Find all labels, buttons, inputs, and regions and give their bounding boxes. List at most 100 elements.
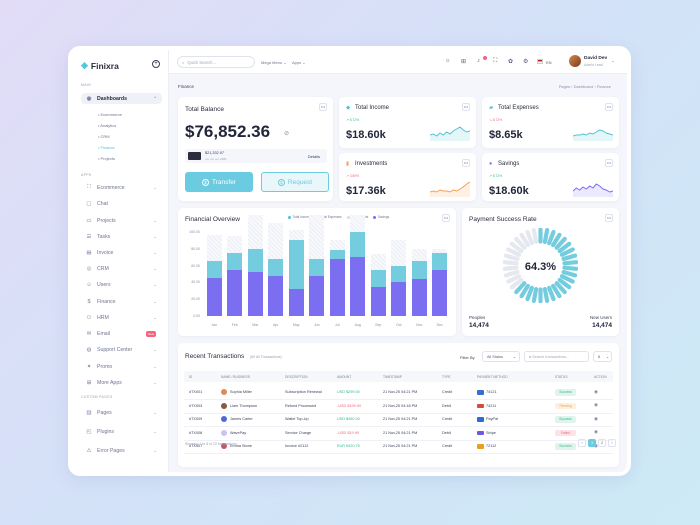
breadcrumb-item[interactable]: Dashboard: [573, 84, 594, 89]
sub-item-crm[interactable]: • CRM: [98, 134, 110, 139]
bar-income[interactable]: [309, 275, 325, 316]
avatar[interactable]: [569, 55, 581, 67]
transaction-search-input[interactable]: ⌕ Search transactions...: [524, 351, 589, 362]
sidebar-item-hrm[interactable]: ⚇ HRM ⌄: [86, 314, 157, 321]
sidebar-item-projects[interactable]: ▭ Projects ⌄: [86, 217, 157, 224]
settings-icon[interactable]: ⚙: [523, 59, 529, 65]
more-options-button[interactable]: •••: [462, 159, 470, 167]
page-button[interactable]: 2: [598, 439, 606, 447]
bar-income[interactable]: [206, 278, 222, 316]
bar-income[interactable]: [391, 282, 407, 316]
sidebar-item-email[interactable]: ✉ Email New: [86, 330, 156, 337]
bar-income[interactable]: [350, 257, 366, 316]
sidebar-item-tasks[interactable]: ☰ Tasks ⌄: [86, 233, 157, 240]
sub-item-analytics[interactable]: • Analytics: [98, 123, 117, 128]
sub-item-projects[interactable]: • Projects: [98, 156, 115, 161]
bar-income[interactable]: [288, 289, 304, 316]
transaction-name[interactable]: Emma Stone: [230, 444, 252, 448]
collapse-sidebar-button[interactable]: +: [152, 60, 160, 68]
apps-link[interactable]: Apps ⌄: [292, 60, 306, 65]
more-options-button[interactable]: •••: [319, 103, 327, 111]
bar-expenses[interactable]: [350, 232, 366, 258]
transaction-name[interactable]: Liam Thompson: [230, 403, 258, 408]
bar-expenses[interactable]: [288, 240, 304, 290]
column-header[interactable]: TYPE: [442, 375, 451, 379]
chevron-down-icon[interactable]: ⌄: [611, 58, 615, 63]
bar-expenses[interactable]: [206, 261, 222, 279]
bar-expenses[interactable]: [411, 260, 427, 280]
status-select[interactable]: All Status ⌄: [482, 351, 520, 362]
palette-icon[interactable]: ✿: [508, 59, 514, 65]
apps-grid-icon[interactable]: ⊞: [461, 59, 467, 65]
sidebar-item-ecommerce[interactable]: ⛶ Ecommerce ⌄: [81, 182, 162, 193]
sidebar-item-promo[interactable]: ✦ Promo ⌄: [86, 363, 157, 370]
details-link[interactable]: Details: [307, 154, 320, 159]
column-header[interactable]: STATUS: [555, 375, 568, 379]
transaction-name[interactable]: James Carter: [230, 417, 253, 421]
sidebar-item-invoice[interactable]: ▤ Invoice ⌄: [86, 249, 157, 256]
sidebar-item-plugins[interactable]: ◰ Plugins ⌄: [86, 428, 157, 435]
progress-segment: [506, 274, 522, 284]
bar-expenses[interactable]: [247, 248, 263, 273]
more-options-button[interactable]: •••: [442, 214, 450, 222]
mega-menu-link[interactable]: Mega Menu ⌄: [261, 60, 287, 65]
view-icon[interactable]: ◉: [594, 429, 598, 434]
search-input[interactable]: ⌕ Quick Search...: [177, 56, 255, 68]
breadcrumb-item[interactable]: Pages: [558, 84, 571, 89]
bar-expenses[interactable]: [309, 258, 325, 276]
sidebar-item-error-pages[interactable]: ⚠ Error Pages ⌄: [86, 447, 157, 454]
bar-income[interactable]: [268, 275, 284, 316]
bar-income[interactable]: [329, 258, 345, 316]
bar-income[interactable]: [411, 279, 427, 316]
page-size-select[interactable]: 8 ⌄: [593, 351, 612, 362]
bar-expenses[interactable]: [268, 258, 284, 276]
bar-expenses[interactable]: [227, 253, 243, 270]
sidebar-item-finance[interactable]: $ Finance ⌄: [81, 296, 162, 307]
view-icon[interactable]: ◉: [594, 388, 598, 394]
bell-icon[interactable]: ♪: [477, 58, 480, 64]
more-options-button[interactable]: •••: [605, 103, 613, 111]
eye-off-icon[interactable]: ⊘: [284, 131, 290, 137]
legend-item[interactable]: Total Income: [288, 215, 311, 219]
column-header[interactable]: DESCRIPTION: [285, 375, 308, 379]
bar-income[interactable]: [432, 269, 448, 316]
legend-item[interactable]: Savings: [373, 215, 389, 219]
bar-expenses[interactable]: [432, 253, 448, 270]
transfer-button[interactable]: $ Transfer: [185, 172, 253, 192]
request-button[interactable]: $ Request: [261, 172, 329, 192]
column-header[interactable]: NAME / BUSINESS: [221, 375, 250, 379]
view-icon[interactable]: ◉: [594, 402, 598, 407]
sidebar-item-dashboards[interactable]: ◉ Dashboards ⌃: [81, 93, 162, 104]
view-icon[interactable]: ◉: [594, 415, 598, 421]
bar-income[interactable]: [247, 272, 263, 316]
sidebar-item-pages[interactable]: ▥ Pages ⌄: [86, 409, 157, 416]
bar-income[interactable]: [227, 269, 243, 316]
logo[interactable]: ◈ Finixra: [81, 60, 119, 71]
sidebar-item-users[interactable]: ☺ Users ⌄: [86, 281, 157, 288]
column-header[interactable]: ID: [189, 375, 193, 379]
prev-page-button[interactable]: ‹: [578, 439, 586, 447]
more-options-button[interactable]: •••: [462, 103, 470, 111]
column-header[interactable]: AMOUNT: [337, 375, 352, 379]
column-header[interactable]: TIMESTAMP: [383, 375, 402, 379]
more-options-button[interactable]: •••: [605, 159, 613, 167]
column-header[interactable]: PAYMENT METHOD: [477, 375, 508, 379]
page-button[interactable]: 1: [588, 439, 596, 447]
language-selector[interactable]: EN: [546, 60, 552, 65]
bar-expenses[interactable]: [329, 250, 345, 259]
transaction-name[interactable]: WavePay: [230, 430, 247, 435]
sidebar-item-support-center[interactable]: ◍ Support Center ⌄: [86, 346, 157, 353]
more-options-button[interactable]: •••: [605, 214, 613, 222]
sub-item-finance[interactable]: • Finance: [98, 145, 115, 150]
bar-expenses[interactable]: [391, 265, 407, 283]
next-page-button[interactable]: ›: [608, 439, 616, 447]
sub-item-ecommerce[interactable]: • Ecommerce: [98, 112, 122, 117]
transaction-name[interactable]: Sophia Miller: [230, 390, 252, 394]
sidebar-item-chat[interactable]: ▢ Chat: [86, 200, 108, 207]
bar-income[interactable]: [370, 286, 386, 316]
sidebar-item-more-apps[interactable]: ⊞ More Apps ⌄: [86, 379, 157, 386]
sun-icon[interactable]: ☼: [445, 58, 451, 64]
fullscreen-icon[interactable]: ⛶: [493, 58, 498, 64]
sidebar-item-crm[interactable]: ◎ CRM ⌄: [86, 265, 157, 272]
bar-expenses[interactable]: [370, 269, 386, 287]
